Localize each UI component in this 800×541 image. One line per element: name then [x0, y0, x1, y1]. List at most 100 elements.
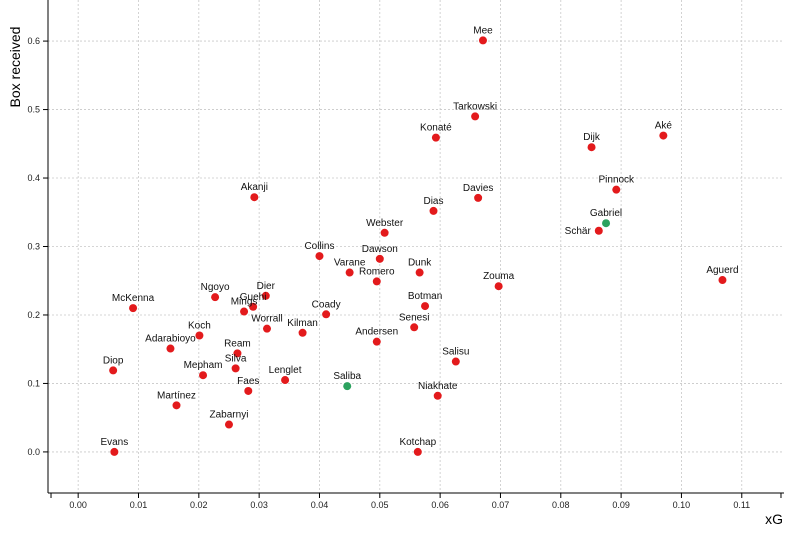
- point-label: Lenglet: [269, 365, 302, 376]
- point-label: Zouma: [483, 271, 515, 282]
- data-point[interactable]: [231, 364, 240, 373]
- point-label: Webster: [366, 218, 404, 229]
- point-label: Dias: [423, 196, 443, 207]
- x-tick-label: 0.01: [130, 500, 148, 510]
- point-label: Saliba: [333, 371, 361, 382]
- data-point[interactable]: [372, 277, 381, 286]
- point-label: Dijk: [583, 132, 601, 143]
- point-label: Faes: [237, 376, 259, 387]
- point-label: Andersen: [355, 327, 398, 338]
- y-tick-label: 0.2: [27, 310, 40, 320]
- data-point[interactable]: [594, 226, 603, 235]
- point-label: Mee: [473, 25, 493, 36]
- data-point[interactable]: [451, 357, 460, 366]
- point-label: Martínez: [157, 390, 196, 401]
- data-point[interactable]: [199, 371, 208, 380]
- data-point[interactable]: [429, 206, 438, 215]
- data-point[interactable]: [718, 276, 727, 285]
- x-tick-label: 0.02: [190, 500, 208, 510]
- point-label: Koch: [188, 321, 211, 332]
- data-point[interactable]: [281, 376, 290, 385]
- data-point[interactable]: [224, 420, 233, 429]
- point-label: Aké: [655, 121, 673, 132]
- data-point[interactable]: [262, 324, 271, 333]
- data-point[interactable]: [233, 349, 242, 358]
- data-point[interactable]: [431, 133, 440, 142]
- data-point[interactable]: [380, 228, 389, 237]
- point-label: Silva: [225, 353, 247, 364]
- point-label: Diop: [103, 355, 124, 366]
- point-label: Schär: [565, 226, 592, 237]
- point-label: Botman: [408, 291, 442, 302]
- y-tick-label: 0.6: [27, 36, 40, 46]
- data-point[interactable]: [195, 331, 204, 340]
- point-label: Ream: [224, 338, 251, 349]
- data-point[interactable]: [415, 268, 424, 277]
- point-label: Romero: [359, 266, 395, 277]
- x-tick-label: 0.07: [492, 500, 510, 510]
- y-tick-label: 0.3: [27, 242, 40, 252]
- x-axis-title: xG: [765, 511, 783, 527]
- data-point[interactable]: [494, 282, 503, 291]
- data-point[interactable]: [345, 268, 354, 277]
- data-point[interactable]: [249, 302, 258, 311]
- data-point[interactable]: [110, 447, 119, 456]
- point-label: Gabriel: [590, 208, 622, 219]
- y-tick-label: 0.4: [27, 173, 40, 183]
- point-label: Pinnock: [598, 175, 635, 186]
- point-label: Varane: [334, 258, 366, 269]
- x-tick-label: 0.06: [431, 500, 449, 510]
- data-point[interactable]: [410, 323, 419, 332]
- point-label: Akanji: [241, 182, 268, 193]
- point-label: Dawson: [362, 244, 398, 255]
- data-point[interactable]: [375, 254, 384, 263]
- data-point[interactable]: [433, 391, 442, 400]
- data-point[interactable]: [471, 112, 480, 121]
- data-point[interactable]: [166, 344, 175, 353]
- point-label: Worrall: [251, 314, 282, 325]
- data-point[interactable]: [172, 401, 181, 410]
- point-label: Evans: [100, 437, 128, 448]
- data-point[interactable]: [413, 447, 422, 456]
- data-point[interactable]: [602, 219, 611, 228]
- point-label: Salisu: [442, 347, 469, 358]
- x-tick-label: 0.09: [612, 500, 630, 510]
- data-point[interactable]: [659, 131, 668, 140]
- data-point[interactable]: [322, 310, 331, 319]
- point-label: Zabarnyi: [210, 410, 249, 421]
- data-point[interactable]: [612, 185, 621, 194]
- data-point[interactable]: [211, 293, 220, 302]
- data-point[interactable]: [250, 193, 259, 202]
- data-point[interactable]: [587, 143, 596, 152]
- point-label: Ngoyo: [201, 282, 230, 293]
- data-point[interactable]: [474, 193, 483, 202]
- y-tick-label: 0.1: [27, 378, 40, 388]
- point-label: Dunk: [408, 258, 432, 269]
- y-tick-label: 0.0: [27, 447, 40, 457]
- data-point[interactable]: [315, 252, 324, 261]
- data-point[interactable]: [372, 337, 381, 346]
- point-label: Dier: [257, 281, 276, 292]
- data-point[interactable]: [343, 382, 352, 391]
- data-point[interactable]: [421, 302, 430, 311]
- data-point[interactable]: [244, 386, 253, 395]
- x-tick-label: 0.03: [250, 500, 268, 510]
- point-label: Aguerd: [706, 265, 738, 276]
- point-label: Kilman: [287, 318, 318, 329]
- data-point[interactable]: [129, 304, 138, 313]
- point-label: McKenna: [112, 293, 155, 304]
- point-label: Konaté: [420, 123, 452, 134]
- point-label: Senesi: [399, 312, 430, 323]
- data-point[interactable]: [109, 366, 118, 375]
- x-tick-label: 0.11: [733, 500, 750, 510]
- point-label: Collins: [304, 241, 334, 252]
- data-point[interactable]: [240, 307, 249, 316]
- point-label: Guehi: [240, 292, 267, 303]
- point-label: Kotchap: [399, 437, 436, 448]
- data-point[interactable]: [478, 36, 487, 45]
- tick-layer: 0.00 0.01 0.02 0.03 0.04 0.05 0.06 0.07 0.08 0.09…: [27, 36, 782, 510]
- data-point[interactable]: [298, 328, 307, 337]
- data-point[interactable]: [261, 291, 270, 300]
- point-label: Coady: [312, 299, 341, 310]
